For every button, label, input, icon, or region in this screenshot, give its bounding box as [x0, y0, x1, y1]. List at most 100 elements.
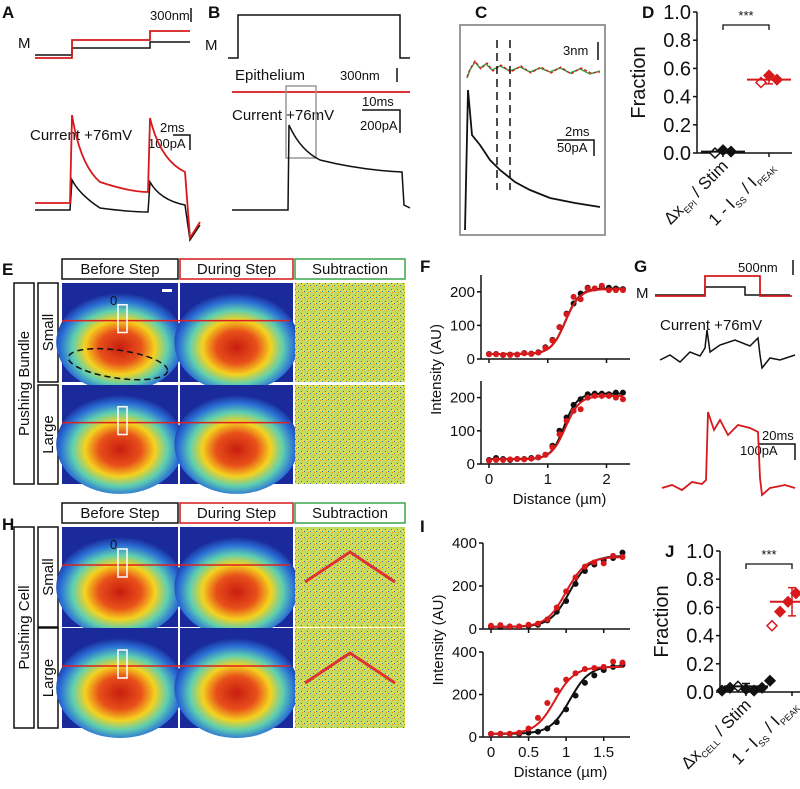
panel-label: F	[420, 257, 430, 276]
fit-line-before	[489, 392, 623, 460]
y-tick-label: 0.4	[686, 626, 714, 648]
image-subtraction-small	[295, 283, 405, 382]
displacement-trace-green	[466, 60, 601, 79]
x-tick-label: 2	[602, 471, 610, 488]
group-label: Pushing Cell	[16, 585, 33, 669]
current-trace	[232, 124, 411, 211]
y-tick-label: 0.6	[686, 597, 714, 619]
panel-label: G	[634, 257, 647, 276]
current-trace-black	[35, 177, 201, 243]
data-point	[534, 620, 541, 627]
data-point	[619, 659, 626, 666]
y-tick-label: 0.0	[686, 682, 714, 704]
data-point	[619, 287, 626, 294]
data-point	[544, 725, 551, 732]
data-point	[584, 285, 591, 292]
image-during-step-small	[174, 527, 299, 637]
stimulus-label: M	[636, 285, 649, 302]
scale-current: 200pA	[360, 118, 398, 133]
data-point	[563, 706, 570, 713]
data-point	[598, 282, 605, 289]
trace-label: Current +76mV	[232, 107, 334, 124]
outline-dashed	[67, 347, 169, 381]
x-tick-label: 1	[544, 471, 552, 488]
data-point	[612, 287, 619, 294]
significance-label: ***	[738, 8, 753, 23]
data-point	[542, 451, 549, 458]
panel-label: I	[420, 517, 425, 536]
y-axis-title: Intensity (AU)	[430, 595, 447, 686]
significance-bracket	[745, 563, 793, 569]
y-tick-label: 200	[452, 578, 477, 595]
current-trace-red	[35, 114, 201, 241]
y-tick-label: 200	[450, 390, 475, 407]
stimulus-trace-black	[35, 41, 190, 56]
data-point	[563, 598, 570, 605]
panel-label: H	[2, 515, 14, 534]
panel-label: C	[475, 3, 487, 22]
row-label-small: Small	[40, 314, 57, 352]
data-point	[612, 389, 619, 396]
data-point	[765, 619, 779, 632]
data-point	[581, 567, 588, 574]
y-tick-label: 200	[452, 687, 477, 704]
x-axis-title: Distance (µm)	[514, 764, 608, 781]
data-point	[542, 344, 549, 351]
data-point	[525, 621, 532, 628]
group-label: Pushing Bundle	[16, 331, 33, 436]
stimulus-trace	[228, 14, 410, 59]
y-tick-label: 200	[450, 284, 475, 301]
data-point	[773, 605, 787, 618]
data-point	[619, 396, 626, 403]
data-point	[572, 692, 579, 699]
current-trace-red	[661, 411, 796, 497]
data-point	[549, 337, 556, 344]
scale-nm: 300nm	[150, 8, 190, 23]
header-before-step: Before Step	[80, 261, 159, 278]
error-bar	[742, 682, 750, 690]
panel-h: H Before Step During Step Subtraction Pushi…	[2, 502, 406, 738]
data-point	[619, 553, 626, 560]
error-bar	[788, 586, 796, 617]
data-point	[605, 392, 612, 399]
header-subtraction: Subtraction	[312, 505, 388, 522]
data-point	[563, 588, 570, 595]
y-tick-label: 1.0	[663, 2, 691, 24]
data-point	[488, 622, 494, 629]
data-point	[605, 287, 612, 294]
image-before-step-large	[56, 385, 184, 494]
roi-label: 0	[110, 293, 117, 308]
chart-F: F 0 100 200 0 100 200 0 1 2 Distance (µm) Intensity…	[420, 257, 630, 508]
y-tick-label: 400	[452, 535, 477, 552]
data-point	[563, 311, 570, 318]
data-point	[507, 351, 514, 358]
fit-line-during	[489, 288, 623, 355]
data-point	[591, 285, 598, 292]
data-point	[600, 560, 607, 567]
data-point	[619, 549, 626, 556]
data-point	[535, 454, 542, 461]
data-point	[598, 392, 605, 399]
panel-b: B M Epithelium 300nm 10ms Current +76mV …	[205, 3, 411, 211]
image-subtraction-large	[295, 628, 405, 728]
scale-time: 10ms	[362, 94, 394, 109]
header-during-step: During Step	[197, 261, 276, 278]
data-point	[506, 623, 513, 630]
data-point	[581, 666, 588, 672]
data-point	[497, 730, 504, 737]
data-point	[610, 552, 617, 559]
y-tick-label: 400	[452, 644, 477, 661]
image-before-step-large	[56, 628, 184, 738]
image-subtraction-small	[295, 527, 405, 627]
data-point	[553, 719, 560, 726]
data-point	[556, 324, 563, 331]
y-tick-label: 0.2	[663, 115, 691, 137]
fit-line-during	[491, 665, 623, 735]
data-point	[514, 351, 521, 358]
panel-label: D	[642, 3, 654, 22]
scale-nm: 300nm	[340, 68, 380, 83]
